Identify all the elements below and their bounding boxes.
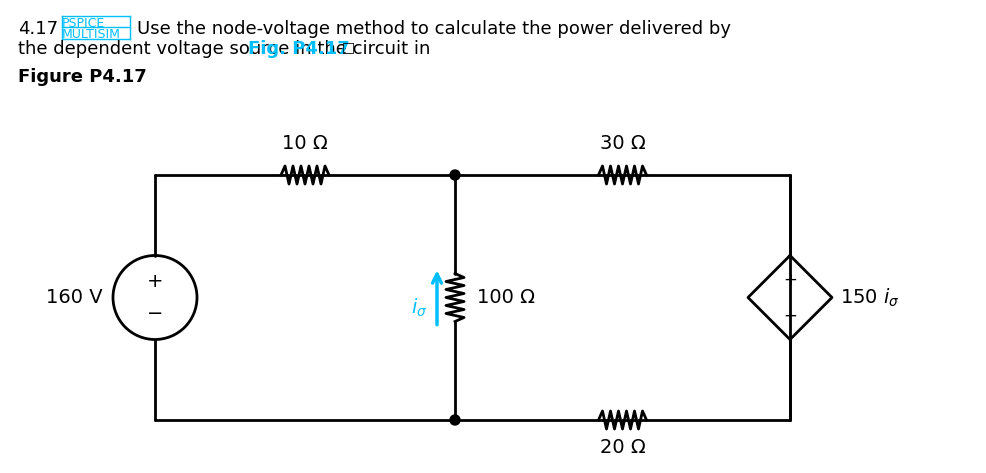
Text: −: −	[147, 304, 164, 323]
Text: MULTISIM: MULTISIM	[62, 28, 121, 41]
Text: Use the node-voltage method to calculate the power delivered by: Use the node-voltage method to calculate…	[137, 20, 731, 38]
Text: 100 Ω: 100 Ω	[477, 288, 535, 307]
Text: □: □	[342, 40, 355, 54]
Circle shape	[450, 170, 460, 180]
Text: PSPICE: PSPICE	[62, 17, 106, 30]
Text: 4.17: 4.17	[18, 20, 58, 38]
Text: Figure P4.17: Figure P4.17	[18, 68, 147, 86]
Text: 160 V: 160 V	[46, 288, 103, 307]
Text: 20 Ω: 20 Ω	[599, 438, 646, 457]
Text: −: −	[783, 306, 797, 324]
Text: $150\ i_\sigma$: $150\ i_\sigma$	[840, 286, 900, 309]
Text: +: +	[783, 271, 797, 289]
Text: $i_\sigma$: $i_\sigma$	[411, 297, 427, 319]
Text: the dependent voltage source in the circuit in: the dependent voltage source in the circ…	[18, 40, 436, 58]
Text: 10 Ω: 10 Ω	[282, 134, 328, 153]
Text: 30 Ω: 30 Ω	[599, 134, 646, 153]
Circle shape	[450, 415, 460, 425]
Text: Fig. P4.17: Fig. P4.17	[248, 40, 350, 58]
Text: +: +	[147, 272, 164, 291]
